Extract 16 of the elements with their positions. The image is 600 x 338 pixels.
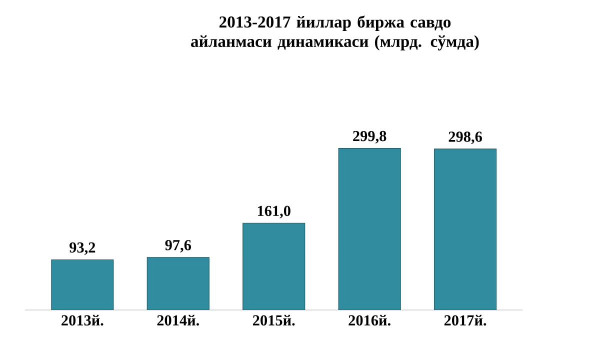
bar <box>338 148 401 310</box>
bar <box>146 257 210 310</box>
data-label: 93,2 <box>70 242 96 255</box>
data-label: 97,6 <box>165 240 192 252</box>
data-label: 298,6 <box>448 132 482 144</box>
x-tick-label: 2016й. <box>348 314 390 326</box>
bar <box>242 222 306 310</box>
x-tick-label: 2014й. <box>157 314 199 326</box>
bar <box>51 259 114 310</box>
chart-title: 2013-2017 йиллар биржа савдо айланмаси динамикаси (млрд. сўмда) <box>191 16 479 50</box>
data-label: 161,0 <box>258 206 290 218</box>
data-label: 299,8 <box>353 130 386 144</box>
bar <box>434 148 497 310</box>
x-tick-label: 2013й. <box>62 314 104 326</box>
x-tick-label: 2015й. <box>252 314 295 326</box>
x-tick-label: 2017й. <box>444 314 486 326</box>
